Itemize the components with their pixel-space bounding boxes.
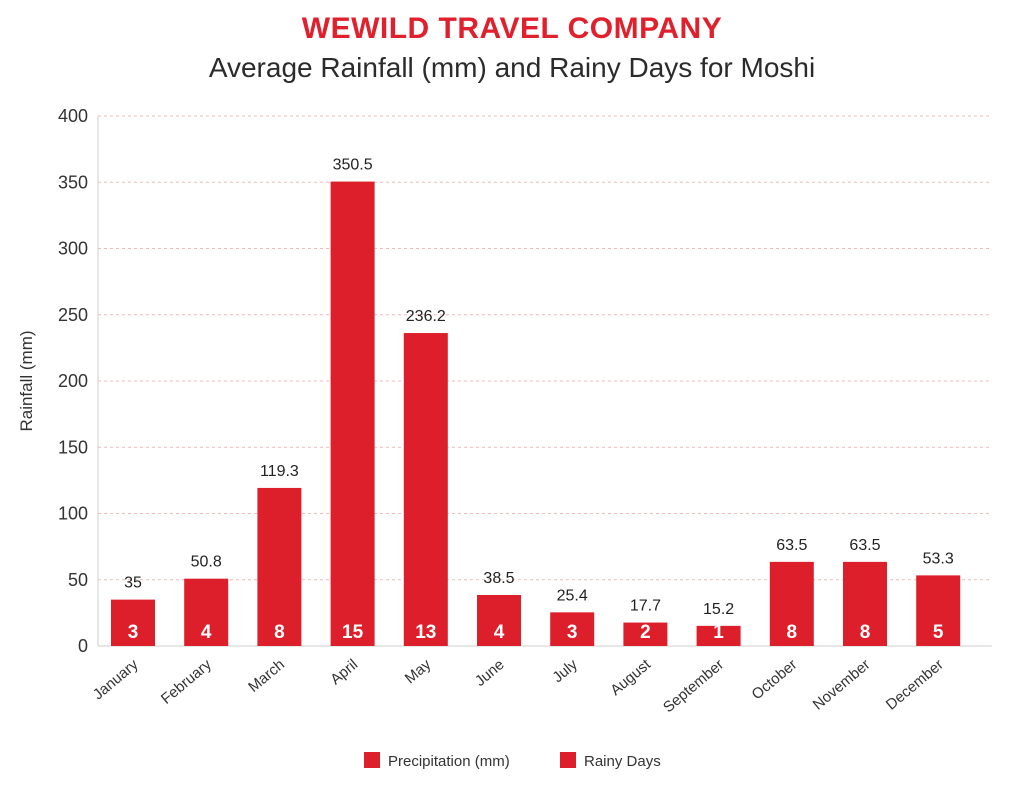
y-tick-label: 0 — [78, 636, 88, 656]
y-tick-label: 150 — [58, 437, 88, 457]
y-tick-label: 250 — [58, 305, 88, 325]
y-tick-label: 350 — [58, 172, 88, 192]
y-tick-label: 100 — [58, 504, 88, 524]
bar-april — [330, 181, 375, 646]
rainy-days-label: 1 — [713, 622, 724, 643]
x-tick-label: August — [607, 656, 654, 700]
y-axis-label: Rainfall (mm) — [17, 330, 36, 431]
data-label: 63.5 — [776, 537, 807, 554]
x-tick-label: January — [90, 656, 142, 704]
legend-label: Precipitation (mm) — [388, 753, 510, 770]
bar-january — [111, 599, 155, 646]
data-label: 63.5 — [849, 537, 880, 554]
bar-september — [696, 625, 741, 646]
data-label: 17.7 — [630, 598, 661, 615]
x-tick-label: October — [749, 656, 801, 703]
bar-july — [550, 612, 595, 646]
x-tick-label: December — [883, 656, 947, 714]
legend-swatch — [560, 752, 576, 768]
brand-title: WEWILD TRAVEL COMPANY — [301, 12, 723, 45]
bar-november — [843, 561, 887, 646]
rainy-days-label: 15 — [342, 622, 364, 643]
rainy-days-label: 2 — [640, 622, 651, 643]
bar-december — [916, 575, 961, 646]
rainy-days-label: 3 — [567, 622, 578, 643]
x-tick-label: July — [549, 656, 581, 686]
x-tick-label: April — [327, 656, 361, 688]
data-label: 15.2 — [703, 601, 734, 618]
bar-may — [403, 333, 448, 646]
y-tick-label: 50 — [68, 570, 88, 590]
rainy-days-label: 13 — [415, 622, 436, 643]
data-label: 35 — [124, 575, 142, 592]
rainy-days-label: 8 — [787, 622, 798, 643]
x-tick-label: June — [472, 656, 508, 690]
x-tick-label: March — [245, 656, 288, 696]
rainy-days-label: 3 — [128, 622, 139, 643]
rainy-days-label: 4 — [494, 622, 505, 643]
rainy-days-label: 8 — [860, 622, 871, 643]
x-tick-label: February — [158, 656, 215, 708]
rainy-days-label: 5 — [933, 622, 944, 643]
x-tick-label: May — [402, 656, 435, 688]
data-label: 38.5 — [483, 570, 514, 587]
y-tick-label: 200 — [58, 371, 88, 391]
legend-label: Rainy Days — [584, 753, 661, 770]
bar-march — [257, 487, 302, 646]
data-label: 350.5 — [333, 157, 373, 174]
data-label: 53.3 — [923, 550, 954, 567]
x-tick-label: September — [660, 656, 727, 716]
data-label: 119.3 — [260, 463, 299, 480]
data-label: 25.4 — [557, 587, 588, 604]
legend-swatch — [364, 752, 380, 768]
data-label: 236.2 — [406, 308, 446, 325]
x-tick-label: November — [810, 656, 874, 714]
y-tick-label: 400 — [58, 106, 88, 126]
rainy-days-label: 4 — [201, 622, 212, 643]
bar-october — [769, 561, 814, 646]
rainy-days-label: 8 — [274, 622, 285, 643]
bar-august — [623, 622, 668, 646]
data-label: 50.8 — [191, 554, 222, 571]
y-tick-label: 300 — [58, 239, 88, 259]
chart-title: Average Rainfall (mm) and Rainy Days for… — [208, 52, 816, 83]
bar-february — [184, 578, 229, 646]
bar-june — [477, 594, 521, 646]
